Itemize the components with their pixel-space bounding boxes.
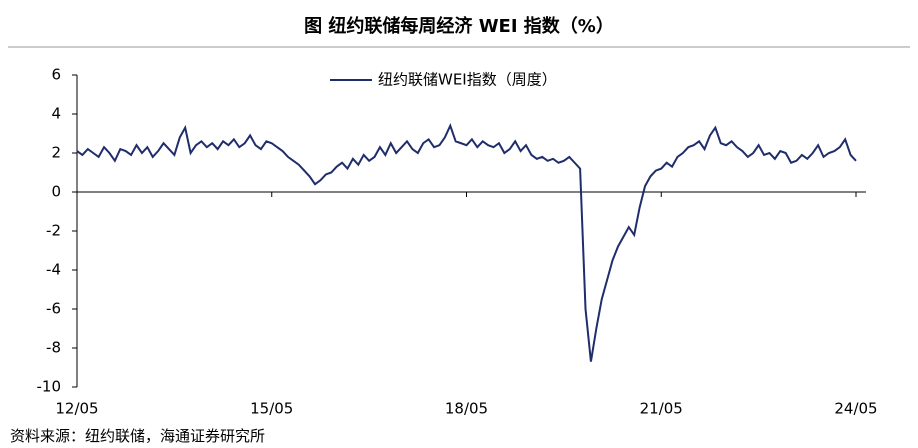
legend-label: 纽约联储WEI指数（周度） [378, 71, 557, 89]
x-tick-label: 12/05 [55, 400, 98, 418]
y-tick-label: -8 [46, 339, 61, 357]
data-line [76, 123, 857, 362]
y-tick-label: -6 [46, 300, 61, 318]
y-tick-label: 4 [51, 105, 61, 123]
x-tick-label: 24/05 [834, 400, 877, 418]
y-tick-label: -4 [46, 261, 61, 279]
y-tick-label: -10 [37, 378, 62, 396]
y-tick-label: 0 [51, 183, 61, 201]
y-tick-label: 6 [51, 66, 61, 84]
chart-title: 图 纽约联储每周经济 WEI 指数（%） [304, 15, 614, 37]
source-note: 资料来源：纽约联储，海通证券研究所 [10, 427, 265, 445]
x-tick-label: 21/05 [640, 400, 683, 418]
y-tick-label: -2 [46, 222, 61, 240]
y-tick-label: 2 [51, 144, 61, 162]
x-tick-label: 15/05 [250, 400, 293, 418]
x-tick-label: 18/05 [445, 400, 488, 418]
